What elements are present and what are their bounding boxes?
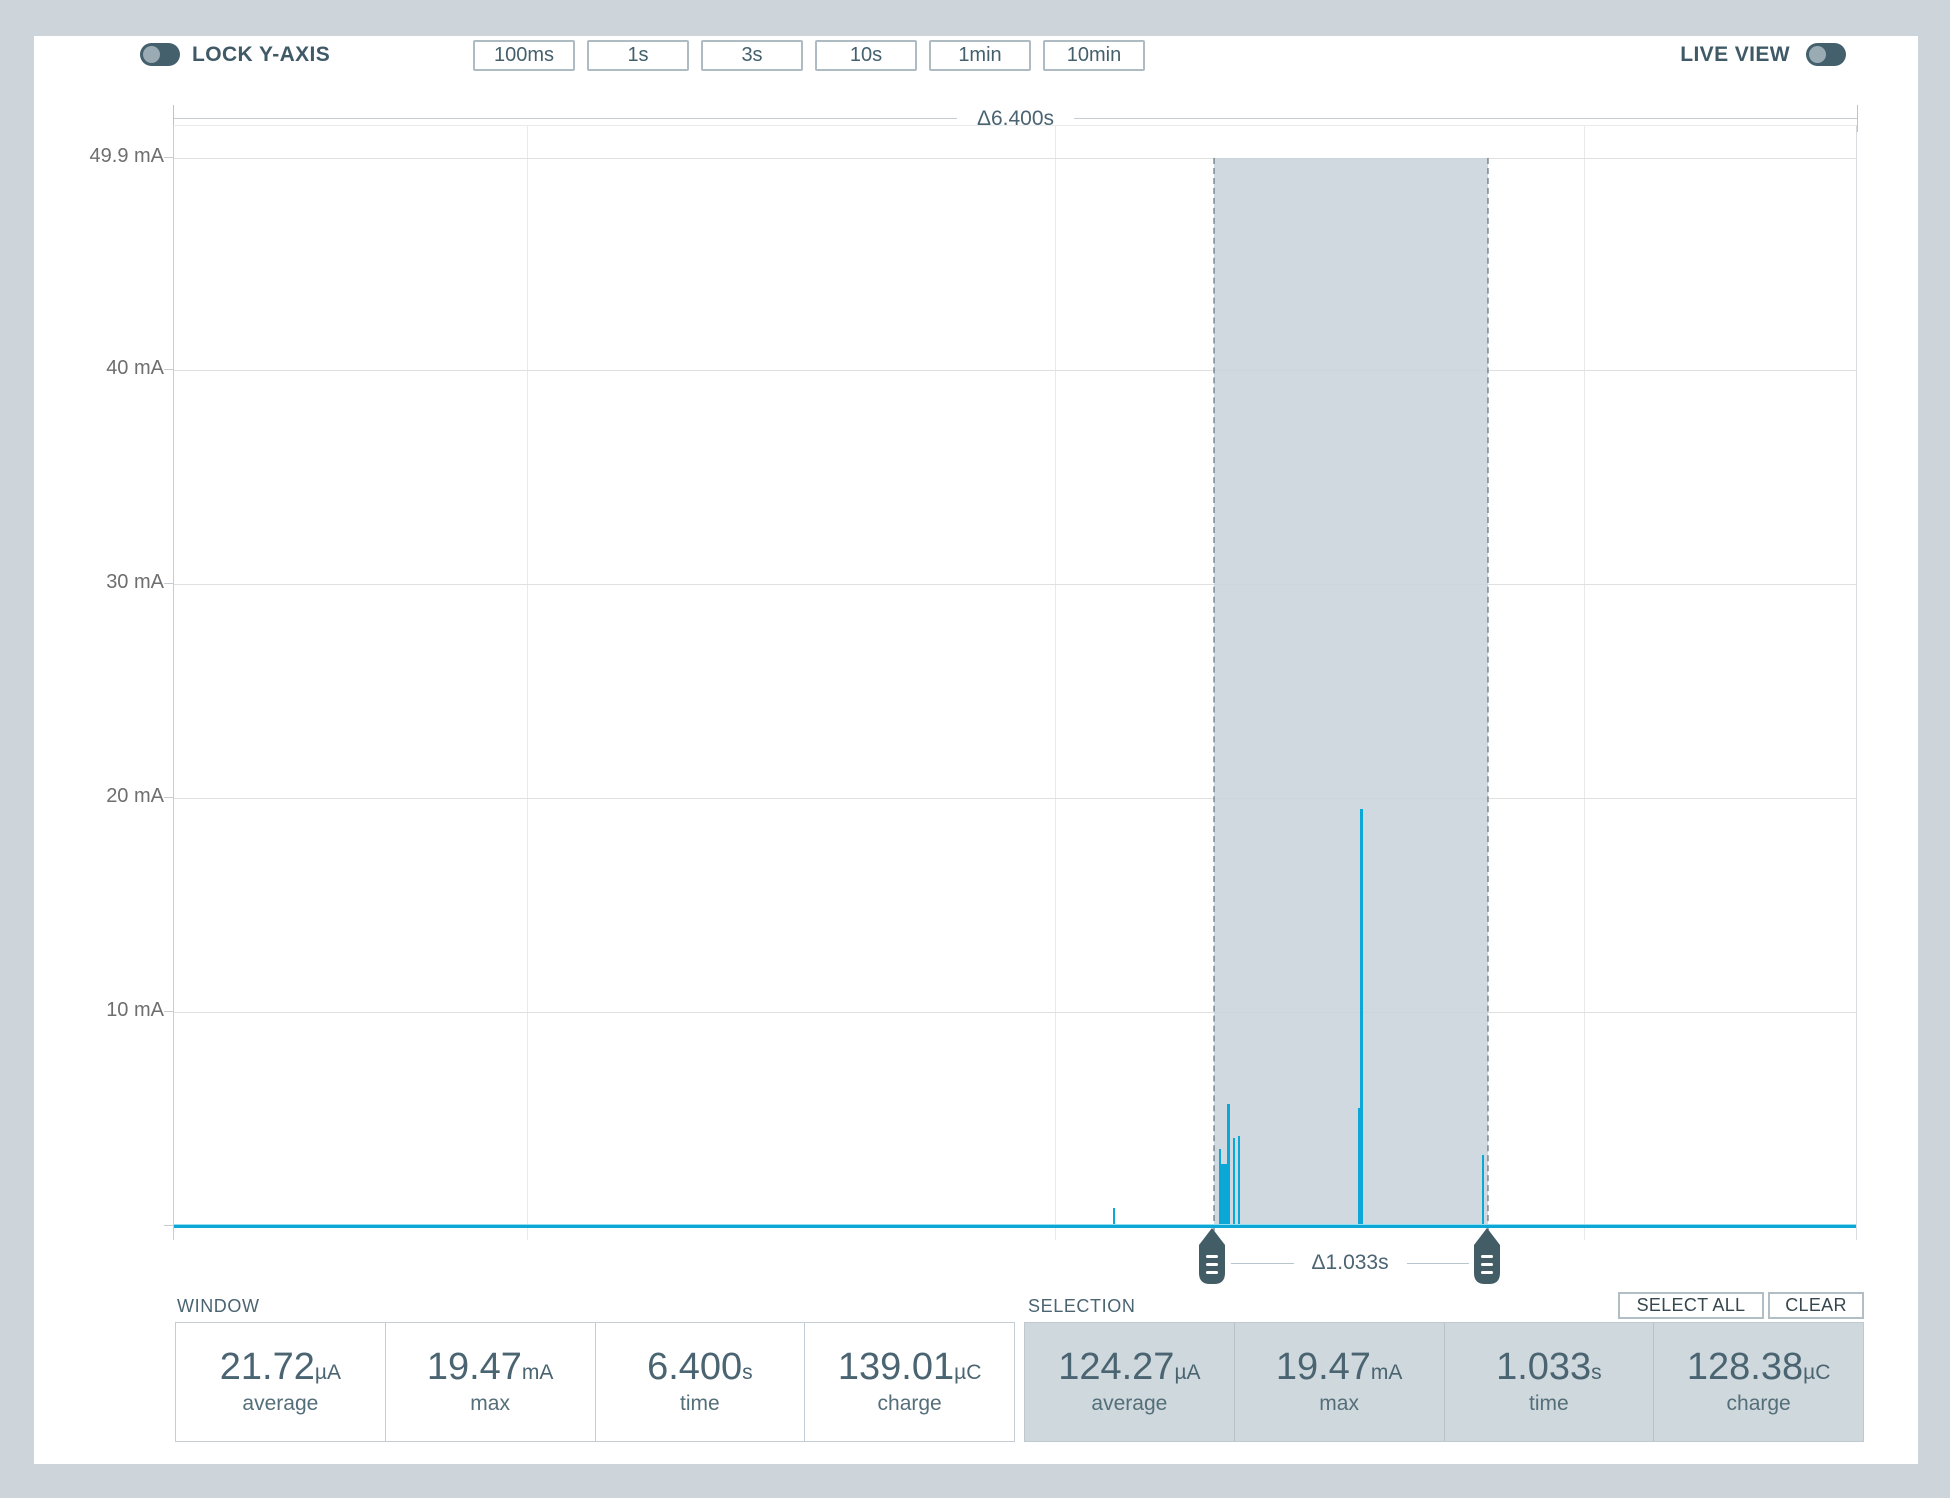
selection-delta-meter: Δ1.033s — [1231, 1250, 1470, 1276]
selection-max-stat: 19.47mA max — [1235, 1323, 1445, 1441]
window-ruler: Δ6.400s — [173, 105, 1858, 132]
stat-value: 19.47mA — [426, 1346, 554, 1388]
timespan-button-group: 100ms 1s 3s 10s 1min 10min — [473, 40, 1145, 71]
timespan-button-1s[interactable]: 1s — [587, 40, 689, 71]
x-gridline — [526, 126, 528, 1240]
stat-label: average — [242, 1392, 319, 1415]
y-axis-tick — [164, 1011, 173, 1012]
timespan-button-10min[interactable]: 10min — [1043, 40, 1145, 71]
stat-label: max — [470, 1392, 510, 1415]
y-axis-zero-tick — [164, 1225, 173, 1227]
window-time-stat: 6.400s time — [596, 1323, 806, 1441]
lock-y-axis-toggle[interactable] — [140, 43, 180, 66]
y-gridline — [174, 583, 1856, 585]
selection-average-stat: 124.27µA average — [1025, 1323, 1235, 1441]
stat-value: 21.72µA — [219, 1346, 341, 1388]
waveform-spike — [1238, 1136, 1241, 1226]
selection-handle-left[interactable] — [1199, 1228, 1226, 1289]
selection-region[interactable] — [1214, 158, 1489, 1226]
lock-y-axis-label: LOCK Y-AXIS — [192, 43, 331, 66]
selection-stats-panel: 124.27µA average 19.47mA max 1.033s time… — [1024, 1322, 1864, 1442]
ruler-right-cap — [1857, 105, 1858, 132]
toggle-knob-icon — [1809, 46, 1826, 63]
waveform-spike — [1360, 809, 1364, 1226]
stat-value: 128.38µC — [1686, 1346, 1831, 1388]
stat-value: 1.033s — [1496, 1346, 1602, 1388]
waveform-spike — [1113, 1207, 1116, 1226]
y-gridline — [174, 158, 1856, 160]
toggle-knob-icon — [143, 46, 160, 63]
waveform-spike — [1482, 1155, 1485, 1226]
waveform-spike — [1357, 1108, 1362, 1226]
waveform-spike — [1233, 1138, 1236, 1226]
x-gridline — [1055, 126, 1057, 1240]
stat-label: time — [680, 1392, 720, 1415]
window-delta-label: Δ6.400s — [976, 106, 1055, 130]
waveform-baseline-trace — [174, 1223, 1856, 1228]
y-axis-tick — [164, 796, 173, 798]
window-panel-caption: WINDOW — [177, 1296, 260, 1316]
y-axis-tick-label: 30 mA — [106, 570, 164, 593]
y-axis-tick — [164, 157, 173, 159]
selection-charge-stat: 128.38µC charge — [1654, 1323, 1863, 1441]
selection-delta-label: Δ1.033s — [1311, 1251, 1389, 1275]
y-gridline — [174, 1012, 1856, 1013]
stat-label: max — [1319, 1392, 1359, 1415]
selection-handle-right[interactable] — [1474, 1228, 1501, 1289]
stat-value: 139.01µC — [837, 1346, 982, 1388]
stat-value: 6.400s — [647, 1346, 753, 1388]
waveform-spike — [1220, 1163, 1228, 1226]
x-gridline — [1584, 126, 1586, 1240]
stat-label: time — [1529, 1392, 1569, 1415]
y-axis-tick-label: 10 mA — [106, 999, 164, 1021]
y-axis-tick — [164, 368, 173, 370]
y-gridline — [174, 369, 1856, 371]
window-average-stat: 21.72µA average — [176, 1323, 386, 1441]
y-gridline — [174, 797, 1856, 799]
y-axis-tick — [164, 582, 173, 584]
stat-value: 124.27µA — [1058, 1346, 1201, 1388]
window-charge-stat: 139.01µC charge — [805, 1323, 1014, 1441]
selection-time-stat: 1.033s time — [1445, 1323, 1655, 1441]
window-stats-panel: 21.72µA average 19.47mA max 6.400s time … — [175, 1322, 1015, 1442]
stat-label: charge — [877, 1392, 942, 1415]
waveform-spike — [1219, 1148, 1222, 1226]
stat-label: average — [1091, 1392, 1168, 1415]
timespan-button-1min[interactable]: 1min — [929, 40, 1031, 71]
waveform-spike — [1227, 1104, 1231, 1226]
ruler-left-cap — [173, 105, 174, 132]
timespan-button-3s[interactable]: 3s — [701, 40, 803, 71]
clear-button[interactable]: CLEAR — [1768, 1292, 1864, 1319]
window-max-stat: 19.47mA max — [386, 1323, 596, 1441]
y-axis-tick-label: 20 mA — [106, 784, 164, 807]
stat-label: charge — [1726, 1392, 1791, 1415]
timespan-button-100ms[interactable]: 100ms — [473, 40, 575, 71]
live-view-toggle[interactable] — [1806, 43, 1846, 66]
timespan-button-10s[interactable]: 10s — [815, 40, 917, 71]
stat-value: 19.47mA — [1275, 1346, 1403, 1388]
chart-plot-area[interactable] — [173, 125, 1857, 1241]
select-all-button[interactable]: SELECT ALL — [1618, 1292, 1764, 1319]
y-axis-tick-label: 40 mA — [106, 356, 164, 379]
y-axis-tick-label: 49.9 mA — [89, 145, 164, 168]
selection-panel-caption: SELECTION — [1028, 1296, 1136, 1316]
live-view-label: LIVE VIEW — [1680, 43, 1790, 66]
selection-right-edge — [1487, 158, 1490, 1241]
selection-left-edge — [1213, 158, 1216, 1241]
